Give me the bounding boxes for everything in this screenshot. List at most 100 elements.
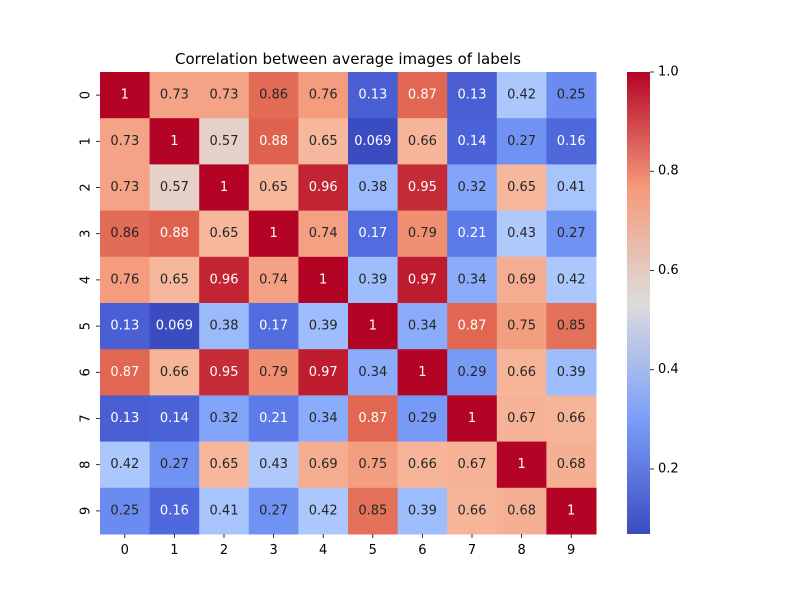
heatmap-cell-label: 0.79 <box>408 226 437 241</box>
x-tick-label: 8 <box>517 543 525 558</box>
heatmap-cell-label: 0.13 <box>358 88 387 103</box>
colorbar: 0.2 0.4 0.6 0.8 1.0 <box>627 65 679 534</box>
heatmap-cell-label: 0.85 <box>358 503 387 518</box>
x-tick-label: 1 <box>170 543 178 558</box>
heatmap-cell-label: 0.32 <box>458 180 487 195</box>
heatmap-cell-label: 0.88 <box>259 134 288 149</box>
heatmap-cell <box>447 256 498 304</box>
heatmap-cell-label: 0.65 <box>210 457 239 472</box>
heatmap-cell <box>397 441 448 489</box>
heatmap-cell-label: 0.87 <box>408 88 437 103</box>
heatmap-cell-label: 0.34 <box>358 365 387 380</box>
heatmap-cell-label: 0.85 <box>557 319 586 334</box>
heatmap-cell <box>248 487 299 535</box>
heatmap-cell <box>298 210 349 258</box>
heatmap-cell-label: 0.42 <box>507 88 536 103</box>
heatmap-cell-label: 0.21 <box>259 411 288 426</box>
heatmap-cell <box>348 349 399 396</box>
heatmap-cell-label: 1 <box>369 319 377 334</box>
heatmap-cell <box>298 487 349 535</box>
heatmap-cell <box>496 487 547 535</box>
heatmap-cell-label: 0.16 <box>160 503 189 518</box>
colorbar-tick-label: 0.2 <box>658 461 679 476</box>
heatmap-cell <box>149 395 200 443</box>
heatmap-cell-label: 0.87 <box>458 319 487 334</box>
y-tick-label: 0 <box>79 91 94 99</box>
heatmap-cell-label: 0.96 <box>309 180 338 195</box>
colorbar-tick-label: 0.8 <box>658 164 679 179</box>
heatmap-cell <box>199 164 250 212</box>
heatmap-cell <box>100 164 151 212</box>
heatmap-cell <box>248 349 299 396</box>
heatmap-cell <box>348 441 399 489</box>
heatmap-cell <box>447 164 498 212</box>
heatmap-cell <box>149 441 200 489</box>
heatmap-cell <box>248 118 299 165</box>
heatmap-cell-label: 0.73 <box>210 88 239 103</box>
heatmap-cell <box>149 303 200 350</box>
heatmap-cell <box>397 118 448 165</box>
heatmap-cell <box>298 349 349 396</box>
heatmap-cell <box>298 118 349 165</box>
heatmap-cell <box>298 256 349 304</box>
heatmap-cell-label: 0.13 <box>458 88 487 103</box>
heatmap-cell-label: 0.13 <box>110 411 139 426</box>
heatmap-cell <box>496 349 547 396</box>
y-tick-label: 9 <box>79 507 94 515</box>
x-tick-label: 4 <box>319 543 327 558</box>
heatmap-cell <box>100 395 151 443</box>
heatmap-cell-label: 0.29 <box>408 411 437 426</box>
heatmap-cell-label: 0.16 <box>557 134 586 149</box>
heatmap-cell <box>199 349 250 396</box>
heatmap-cell <box>397 72 448 119</box>
heatmap-cell-label: 0.75 <box>358 457 387 472</box>
heatmap-cell <box>298 72 349 119</box>
heatmap-cell-label: 0.68 <box>557 457 586 472</box>
heatmap-cell-label: 1 <box>517 457 525 472</box>
heatmap-cell-label: 0.69 <box>507 272 536 287</box>
heatmap-cell-label: 0.25 <box>110 503 139 518</box>
heatmap-cell-label: 0.68 <box>507 503 536 518</box>
heatmap-cell-label: 0.66 <box>408 134 437 149</box>
heatmap-cell <box>100 349 151 396</box>
heatmap-cell <box>546 487 597 535</box>
heatmap-cell-label: 0.42 <box>309 503 338 518</box>
heatmap-cell <box>298 441 349 489</box>
heatmap-cell-label: 0.32 <box>210 411 239 426</box>
heatmap-cell-label: 0.41 <box>557 180 586 195</box>
heatmap-cell-label: 0.75 <box>507 319 536 334</box>
heatmap-cell-label: 0.65 <box>309 134 338 149</box>
heatmap-cell <box>348 487 399 535</box>
heatmap-cell <box>447 210 498 258</box>
heatmap-cell <box>348 118 399 165</box>
heatmap-cell <box>546 72 597 119</box>
heatmap-cell-label: 0.43 <box>259 457 288 472</box>
y-tick-label: 2 <box>79 183 94 191</box>
heatmap-cell-label: 1 <box>567 503 575 518</box>
heatmap-cell <box>546 349 597 396</box>
heatmap-cell <box>546 164 597 212</box>
heatmap-cell <box>496 210 547 258</box>
heatmap-cell-label: 0.74 <box>309 226 338 241</box>
heatmap-cell-label: 0.73 <box>110 134 139 149</box>
heatmap-cell-label: 0.79 <box>259 365 288 380</box>
heatmap-cell <box>348 395 399 443</box>
heatmap-cell <box>298 303 349 350</box>
heatmap-cell <box>397 487 448 535</box>
heatmap-cell <box>496 164 547 212</box>
heatmap-cell <box>100 487 151 535</box>
heatmap-cells <box>100 72 597 535</box>
heatmap-cell <box>496 441 547 489</box>
heatmap-cell <box>248 303 299 350</box>
heatmap-cell-label: 0.39 <box>408 503 437 518</box>
heatmap-cell-label: 0.86 <box>110 226 139 241</box>
heatmap-cell <box>248 210 299 258</box>
y-tick-label: 6 <box>79 368 94 376</box>
heatmap-cell-label: 0.76 <box>309 88 338 103</box>
heatmap-cell <box>397 395 448 443</box>
heatmap-cell <box>447 487 498 535</box>
heatmap-cell-label: 0.069 <box>156 319 193 334</box>
heatmap-cell <box>199 487 250 535</box>
heatmap-cell <box>496 303 547 350</box>
